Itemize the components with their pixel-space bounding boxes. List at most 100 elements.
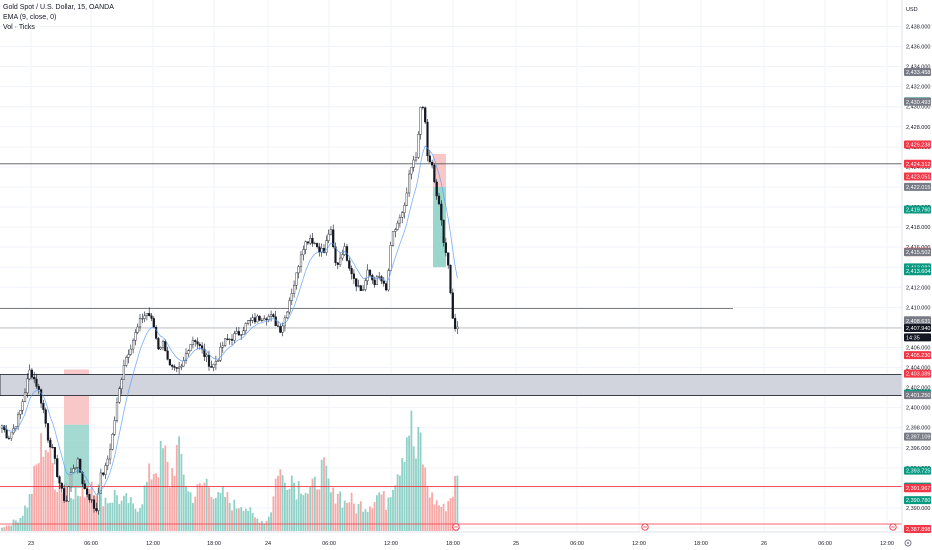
y-tick-label: 2,424.000 bbox=[906, 165, 930, 171]
candle-body bbox=[129, 348, 132, 355]
candle-body bbox=[421, 107, 424, 109]
candle-body bbox=[318, 246, 321, 253]
settings-icon[interactable] bbox=[904, 539, 912, 547]
volume-bar bbox=[297, 481, 300, 531]
price-tag: 2,419.760 bbox=[904, 205, 931, 214]
candle-body bbox=[159, 347, 162, 350]
volume-bar bbox=[440, 506, 443, 531]
y-tick-label: 2,400.000 bbox=[906, 406, 930, 412]
candle-body bbox=[336, 262, 339, 265]
volume-bar bbox=[88, 489, 91, 531]
volume-bar bbox=[63, 487, 65, 531]
volume-bar bbox=[258, 522, 261, 531]
candle-body bbox=[90, 499, 93, 501]
candle-body bbox=[42, 403, 45, 410]
volume-bar bbox=[343, 500, 346, 531]
volume-bar bbox=[77, 495, 79, 531]
price-tag-label: 2,433.458 bbox=[906, 70, 930, 76]
candle-body bbox=[125, 357, 128, 366]
volume-bar bbox=[392, 489, 394, 531]
volume-bar bbox=[24, 505, 26, 531]
price-tag-bg bbox=[904, 248, 931, 257]
volume-bar bbox=[265, 520, 268, 531]
volume-bar bbox=[251, 513, 254, 531]
volume-bar bbox=[221, 486, 224, 531]
x-tick-label: 18:00 bbox=[207, 541, 221, 547]
y-tick-label: 2,434.000 bbox=[906, 65, 930, 71]
candle-body bbox=[120, 379, 123, 389]
volume-bar bbox=[240, 507, 243, 531]
candle-body bbox=[79, 458, 82, 473]
candle-body bbox=[313, 243, 316, 245]
candle-body bbox=[106, 458, 109, 466]
price-tag: 14:35 bbox=[904, 333, 931, 342]
volume-legend[interactable]: Vol · Ticks bbox=[3, 24, 35, 31]
x-tick-label: 24 bbox=[265, 541, 271, 547]
volume-bar bbox=[65, 482, 68, 531]
volume-bar bbox=[111, 502, 114, 531]
volume-bar bbox=[376, 495, 378, 531]
candle-body bbox=[424, 107, 427, 123]
candle-body bbox=[444, 242, 447, 253]
candle-body bbox=[373, 279, 376, 286]
candle-body bbox=[316, 243, 319, 247]
candle-body bbox=[205, 354, 208, 357]
volume-bar bbox=[125, 493, 128, 531]
y-tick-label: 2,404.000 bbox=[906, 366, 930, 372]
volume-bar bbox=[164, 445, 167, 531]
time-axis[interactable]: 23 06:00 12:00 18:00 24 06:00 12:00 18:00 25 06:0… bbox=[28, 541, 894, 547]
volume-bar bbox=[449, 498, 452, 531]
candle-body bbox=[274, 316, 277, 326]
volume-bar bbox=[396, 474, 399, 531]
candle-body bbox=[161, 341, 165, 348]
support-zone[interactable] bbox=[0, 374, 903, 397]
volume-bar bbox=[445, 511, 447, 531]
candle-body bbox=[7, 437, 10, 439]
event-markers[interactable] bbox=[452, 523, 897, 531]
candle-body bbox=[249, 319, 252, 321]
candle-body bbox=[228, 338, 231, 340]
candle-body bbox=[177, 366, 181, 369]
candle-body bbox=[223, 338, 227, 347]
volume-bar bbox=[456, 475, 459, 531]
candle-body bbox=[131, 340, 135, 350]
volume-bar bbox=[385, 509, 387, 531]
candle-body bbox=[203, 348, 206, 357]
symbol-title[interactable]: Gold Spot / U.S. Dollar, 15, OANDA bbox=[3, 4, 114, 11]
volume-bar bbox=[256, 518, 259, 531]
dividend-marker-icon[interactable] bbox=[452, 523, 460, 531]
volume-bar bbox=[86, 486, 88, 531]
x-tick-label: 26 bbox=[761, 541, 767, 547]
ema-legend[interactable]: EMA (9, close, 0) bbox=[3, 14, 57, 21]
volume-bar bbox=[95, 495, 98, 531]
economic-event-icon[interactable] bbox=[641, 523, 649, 531]
volume-bar bbox=[203, 482, 206, 531]
horizontal-levels[interactable] bbox=[0, 163, 902, 525]
volume-bar bbox=[341, 507, 344, 531]
candle-body bbox=[168, 359, 171, 366]
candle-body bbox=[122, 365, 125, 380]
price-tag: 2,405.230 bbox=[904, 351, 931, 360]
price-tag: 2,422.015 bbox=[904, 182, 931, 191]
volume-bar bbox=[389, 497, 392, 531]
volume-bar bbox=[74, 485, 77, 531]
volume-bar bbox=[159, 440, 162, 531]
volume-bar bbox=[247, 511, 249, 531]
candle-body bbox=[49, 440, 52, 448]
price-tag-bg bbox=[904, 324, 931, 333]
candle-body bbox=[364, 280, 367, 290]
x-tick-label: 06:00 bbox=[818, 541, 832, 547]
volume-bar bbox=[332, 487, 335, 531]
candle-body bbox=[219, 347, 222, 361]
volume-bar bbox=[419, 432, 422, 531]
volume-bar bbox=[67, 487, 70, 531]
price-tag-label: 2,407.940 bbox=[906, 326, 930, 332]
economic-event-icon[interactable] bbox=[889, 523, 897, 531]
candle-body bbox=[389, 245, 392, 271]
volume-bar bbox=[405, 437, 408, 531]
volume-bar bbox=[106, 503, 109, 531]
candle-body bbox=[108, 449, 112, 460]
candle-body bbox=[28, 369, 31, 380]
candle-body bbox=[10, 432, 13, 439]
